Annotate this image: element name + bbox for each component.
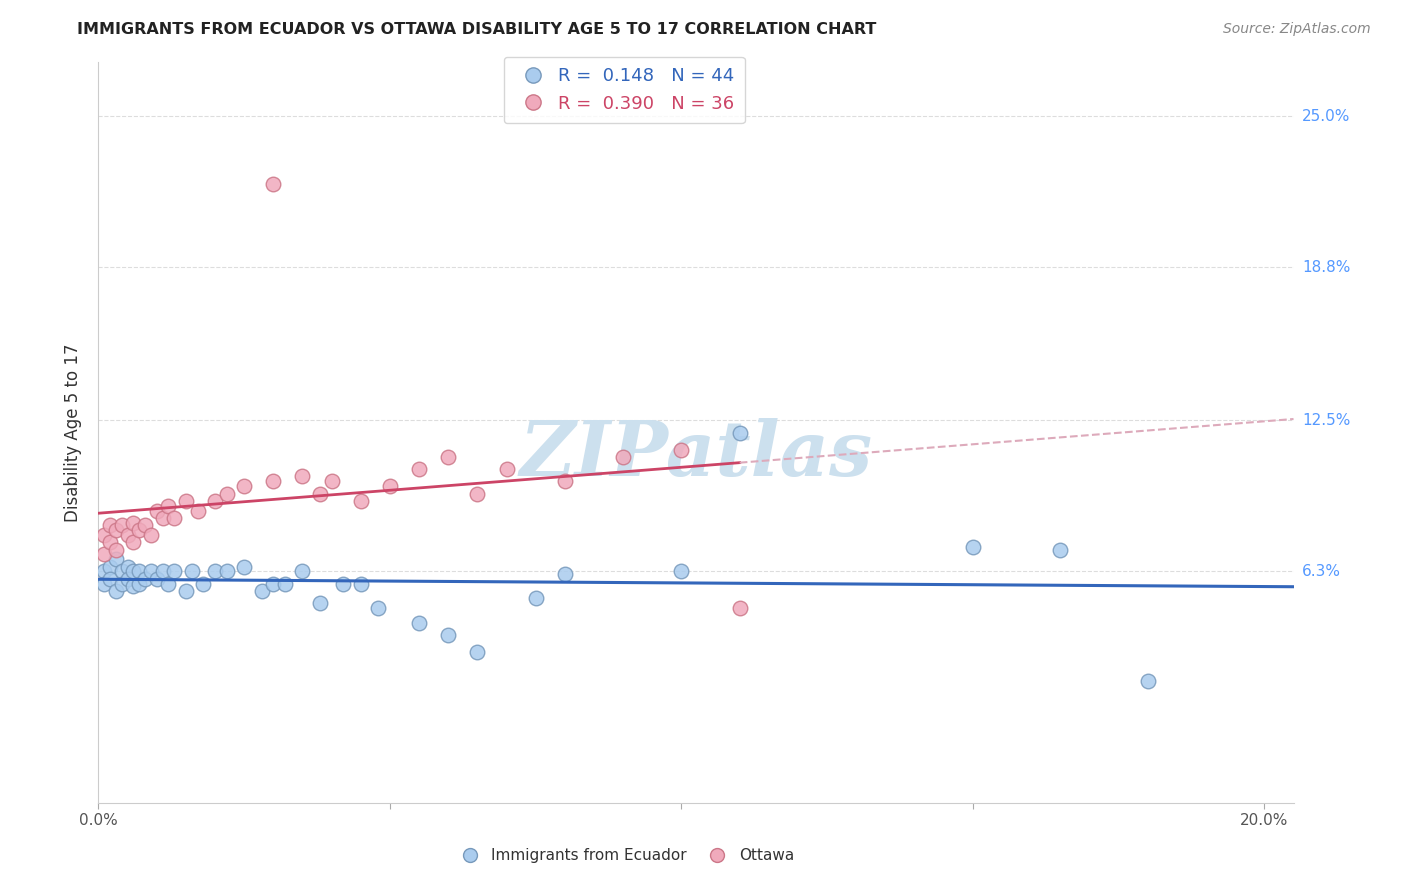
Point bbox=[309, 486, 332, 500]
Point bbox=[204, 565, 226, 579]
Point bbox=[139, 528, 162, 542]
Point bbox=[104, 552, 127, 566]
Point bbox=[157, 499, 180, 513]
Point bbox=[93, 548, 115, 562]
Text: ZIPatlas: ZIPatlas bbox=[519, 417, 873, 491]
Point bbox=[174, 583, 197, 598]
Point bbox=[93, 528, 115, 542]
Point bbox=[111, 518, 134, 533]
Point bbox=[122, 535, 145, 549]
Text: 12.5%: 12.5% bbox=[1302, 413, 1350, 428]
Point bbox=[408, 615, 430, 630]
Point bbox=[262, 475, 284, 489]
Point bbox=[152, 565, 174, 579]
Text: IMMIGRANTS FROM ECUADOR VS OTTAWA DISABILITY AGE 5 TO 17 CORRELATION CHART: IMMIGRANTS FROM ECUADOR VS OTTAWA DISABI… bbox=[77, 22, 877, 37]
Point bbox=[98, 535, 121, 549]
Point bbox=[262, 576, 284, 591]
Point bbox=[134, 572, 156, 586]
Point bbox=[145, 503, 167, 517]
Point bbox=[291, 469, 314, 483]
Point bbox=[467, 486, 489, 500]
Point bbox=[524, 591, 547, 606]
Point bbox=[350, 493, 373, 508]
Point bbox=[262, 178, 284, 192]
Point bbox=[134, 518, 156, 533]
Point bbox=[215, 565, 238, 579]
Point bbox=[554, 566, 576, 581]
Point bbox=[233, 559, 256, 574]
Point bbox=[152, 511, 174, 525]
Point bbox=[612, 450, 634, 464]
Point bbox=[367, 601, 389, 615]
Point bbox=[111, 576, 134, 591]
Point bbox=[467, 645, 489, 659]
Point bbox=[111, 565, 134, 579]
Point bbox=[495, 462, 517, 476]
Point bbox=[186, 503, 208, 517]
Point bbox=[104, 523, 127, 537]
Point bbox=[98, 518, 121, 533]
Legend: Immigrants from Ecuador, Ottawa: Immigrants from Ecuador, Ottawa bbox=[449, 842, 800, 869]
Text: Source: ZipAtlas.com: Source: ZipAtlas.com bbox=[1223, 22, 1371, 37]
Point bbox=[728, 425, 751, 440]
Point bbox=[378, 479, 401, 493]
Point bbox=[128, 565, 150, 579]
Point bbox=[1136, 673, 1159, 688]
Point bbox=[163, 565, 186, 579]
Text: 25.0%: 25.0% bbox=[1302, 109, 1350, 123]
Point bbox=[128, 576, 150, 591]
Point bbox=[122, 516, 145, 530]
Point bbox=[163, 511, 186, 525]
Point bbox=[104, 583, 127, 598]
Point bbox=[145, 572, 167, 586]
Point bbox=[117, 559, 139, 574]
Point bbox=[250, 583, 273, 598]
Point bbox=[122, 579, 145, 593]
Point bbox=[350, 576, 373, 591]
Point bbox=[408, 462, 430, 476]
Point bbox=[437, 628, 460, 642]
Point bbox=[728, 601, 751, 615]
Point bbox=[1049, 542, 1071, 557]
Point bbox=[233, 479, 256, 493]
Point bbox=[174, 493, 197, 508]
Point bbox=[193, 576, 215, 591]
Y-axis label: Disability Age 5 to 17: Disability Age 5 to 17 bbox=[65, 343, 83, 522]
Point bbox=[139, 565, 162, 579]
Point bbox=[309, 596, 332, 610]
Point bbox=[93, 576, 115, 591]
Point bbox=[437, 450, 460, 464]
Point bbox=[291, 565, 314, 579]
Point bbox=[128, 523, 150, 537]
Point bbox=[104, 542, 127, 557]
Point bbox=[98, 572, 121, 586]
Point bbox=[117, 572, 139, 586]
Point bbox=[117, 528, 139, 542]
Point bbox=[321, 475, 343, 489]
Point bbox=[122, 565, 145, 579]
Point bbox=[204, 493, 226, 508]
Point bbox=[157, 576, 180, 591]
Point bbox=[962, 540, 984, 554]
Point bbox=[671, 565, 693, 579]
Point bbox=[215, 486, 238, 500]
Point bbox=[332, 576, 354, 591]
Point bbox=[98, 559, 121, 574]
Text: 18.8%: 18.8% bbox=[1302, 260, 1350, 275]
Point bbox=[554, 475, 576, 489]
Point bbox=[671, 442, 693, 457]
Text: 6.3%: 6.3% bbox=[1302, 564, 1341, 579]
Point bbox=[274, 576, 297, 591]
Point bbox=[93, 565, 115, 579]
Point bbox=[180, 565, 202, 579]
